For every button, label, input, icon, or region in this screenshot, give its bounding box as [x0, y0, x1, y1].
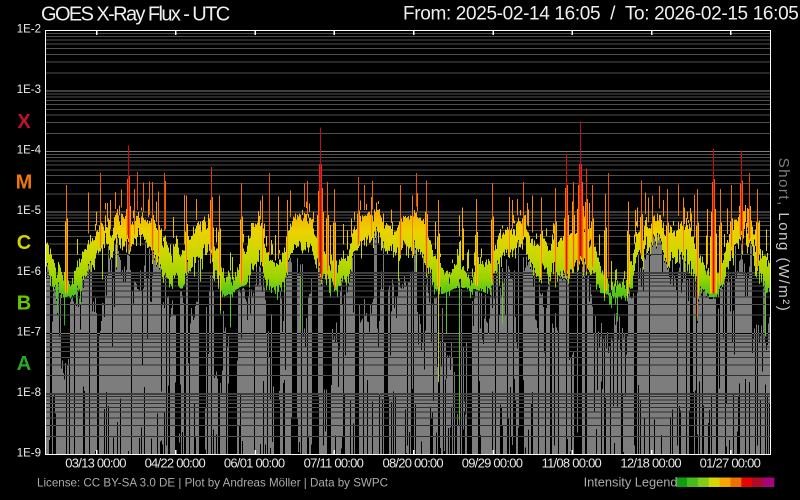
- svg-text:X: X: [17, 111, 31, 133]
- svg-text:License: CC BY-SA 3.0 DE | Plo: License: CC BY-SA 3.0 DE | Plot by Andre…: [37, 477, 388, 490]
- svg-text:1E-9: 1E-9: [17, 448, 41, 460]
- svg-text:From: 2025-02-14 16:05 / To:: From: 2025-02-14 16:05 / To: 2026-02-15 …: [403, 4, 798, 25]
- svg-text:1E-2: 1E-2: [17, 24, 41, 36]
- svg-text:Short, Long (W/m²): Short, Long (W/m²): [775, 158, 792, 313]
- svg-text:07/11 00:00: 07/11 00:00: [304, 456, 364, 471]
- svg-text:09/29 00:00: 09/29 00:00: [462, 456, 523, 471]
- svg-text:01/27 00:00: 01/27 00:00: [700, 456, 761, 471]
- svg-text:GOES X-Ray Flux - UTC: GOES X-Ray Flux - UTC: [41, 4, 230, 26]
- svg-text:B: B: [17, 293, 31, 315]
- svg-text:04/22 00:00: 04/22 00:00: [145, 456, 206, 471]
- svg-text:1E-7: 1E-7: [17, 326, 41, 338]
- svg-text:A: A: [17, 353, 31, 375]
- svg-text:1E-4: 1E-4: [17, 145, 42, 157]
- svg-text:12/18 00:00: 12/18 00:00: [620, 456, 681, 471]
- svg-text:1E-3: 1E-3: [17, 84, 41, 96]
- svg-text:11/08 00:00: 11/08 00:00: [542, 456, 602, 471]
- svg-text:M: M: [16, 171, 33, 193]
- svg-text:03/13 00:00: 03/13 00:00: [65, 456, 126, 471]
- svg-text:Intensity Legend: Intensity Legend: [584, 475, 678, 490]
- svg-text:1E-8: 1E-8: [17, 387, 41, 399]
- svg-text:08/20 00:00: 08/20 00:00: [382, 456, 443, 471]
- svg-text:06/01 00:00: 06/01 00:00: [224, 456, 285, 471]
- svg-text:1E-6: 1E-6: [17, 266, 41, 278]
- svg-text:C: C: [17, 232, 31, 254]
- svg-text:1E-5: 1E-5: [17, 205, 41, 217]
